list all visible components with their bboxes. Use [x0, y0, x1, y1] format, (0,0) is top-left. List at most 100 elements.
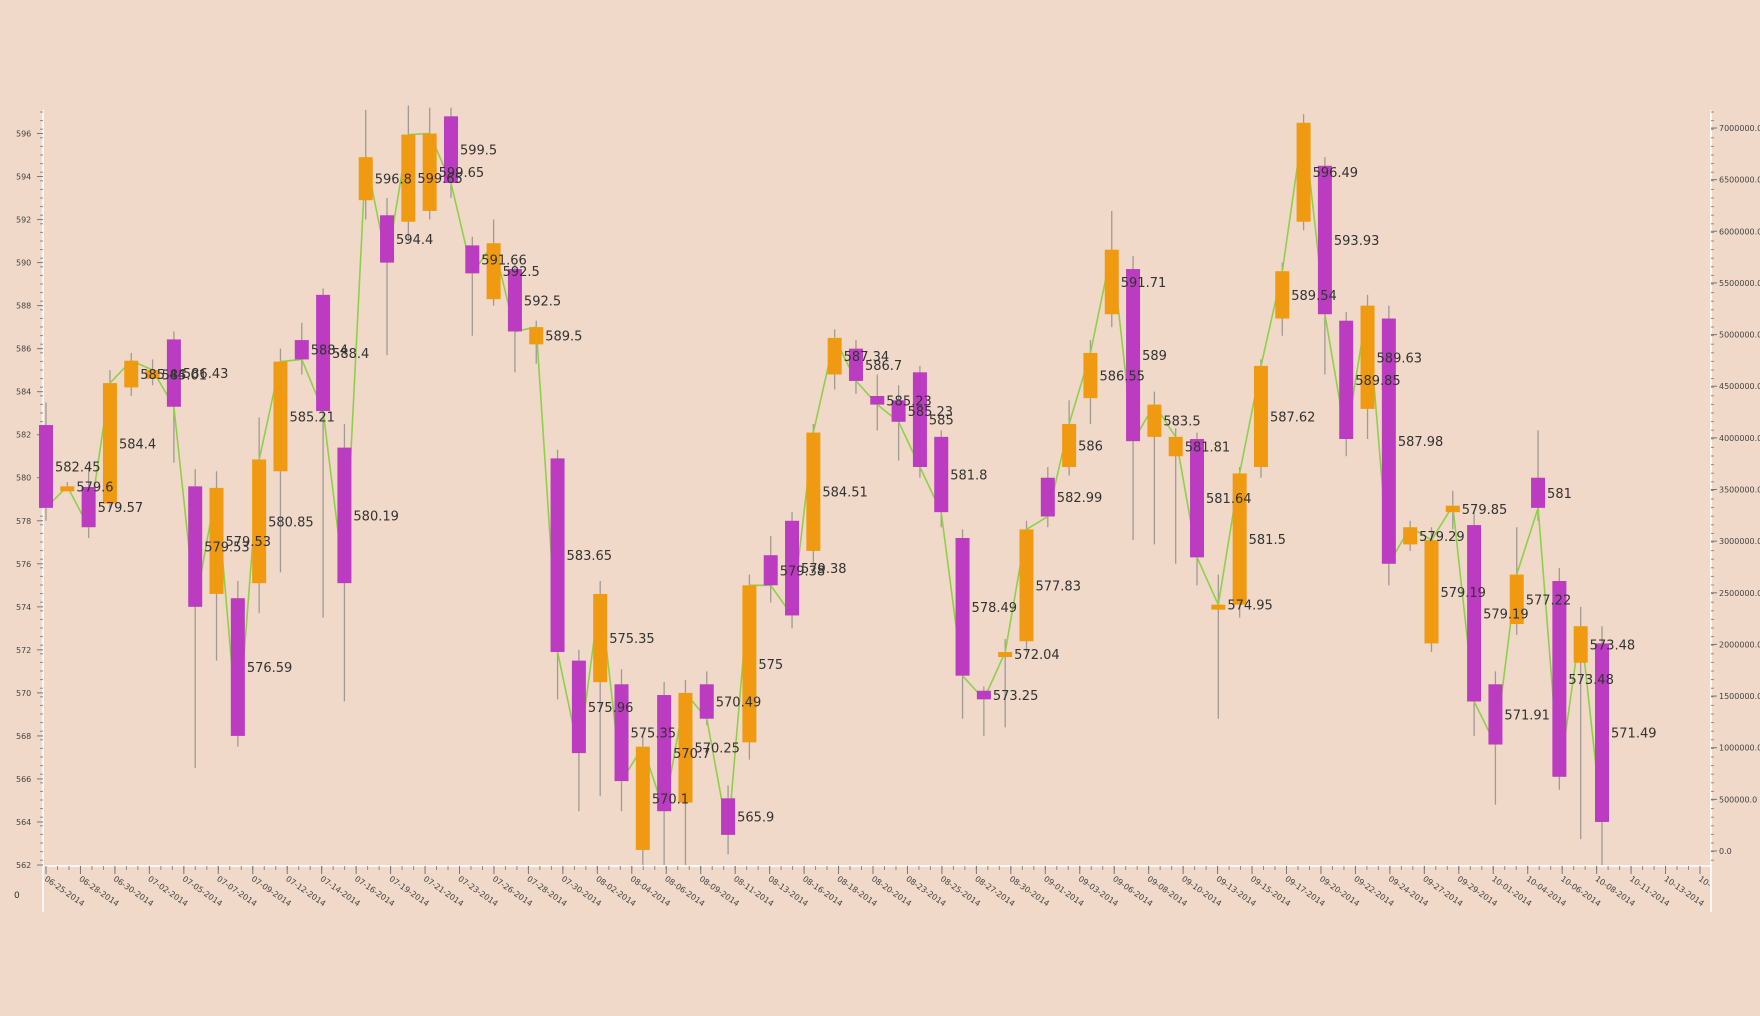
right-axis-tick-label: 5500000.0 [1719, 279, 1760, 288]
candle-down [1552, 581, 1567, 777]
candle-value-label: 585.01 [162, 368, 208, 383]
candle-value-label: 592.5 [524, 294, 561, 309]
candle-value-label: 577.83 [1035, 579, 1081, 594]
candle-down [1126, 269, 1141, 442]
right-axis-tick-label: 6000000.0 [1719, 227, 1760, 236]
candle-value-label: 583.65 [567, 549, 613, 564]
candle-value-label: 599.5 [460, 144, 497, 159]
candle-down [976, 690, 991, 700]
candle-up [1062, 423, 1077, 467]
candle-up [998, 652, 1013, 658]
candle-value-label: 585.23 [908, 405, 954, 420]
candle-down [294, 340, 309, 360]
candle-up [742, 585, 757, 743]
right-axis-tick-label: 2500000.0 [1719, 589, 1760, 598]
left-axis-tick-label: 568 [16, 732, 31, 741]
candle-down [763, 555, 778, 586]
candle-value-label: 583.5 [1163, 415, 1200, 430]
right-axis-tick-label: 7000000.0 [1719, 124, 1760, 133]
candle-up [593, 593, 608, 683]
candle-up [1403, 527, 1418, 545]
candle-value-label: 571.91 [1504, 708, 1550, 723]
candle-down [1317, 165, 1332, 315]
candle-down [699, 684, 714, 719]
left-axis-tick-label: 586 [16, 345, 31, 354]
candle-up [401, 134, 416, 222]
left-axis-tick-label: 572 [16, 646, 31, 655]
left-axis-tick-label: 588 [16, 302, 31, 311]
left-axis-tick-label: 574 [16, 603, 31, 612]
candle-down [614, 684, 629, 782]
candle-down [166, 339, 181, 407]
candle-value-label: 584.4 [119, 437, 156, 452]
left-axis-tick-label: 596 [16, 130, 31, 139]
candle-value-label: 575.35 [631, 727, 677, 742]
candle-value-label: 579.19 [1483, 607, 1529, 622]
candle-up [1253, 365, 1268, 467]
candle-value-label: 570.25 [694, 742, 740, 757]
candle-value-label: 574.95 [1227, 599, 1273, 614]
candle-down [188, 486, 203, 607]
candle-value-label: 581.64 [1206, 492, 1252, 507]
candle-value-label: 579.6 [76, 480, 113, 495]
candle-value-label: 579.53 [204, 541, 250, 556]
candle-value-label: 572.04 [1014, 648, 1060, 663]
candle-value-label: 573.48 [1590, 638, 1636, 653]
candle-value-label: 575 [758, 658, 783, 673]
candle-value-label: 594.4 [396, 233, 433, 248]
candle-value-label: 589.54 [1291, 289, 1337, 304]
right-axis-tick-label: 4500000.0 [1719, 382, 1760, 391]
candle-value-label: 581 [1547, 487, 1572, 502]
candle-up [1147, 404, 1162, 437]
candle-down [507, 269, 522, 332]
candle-value-label: 593.93 [1334, 234, 1380, 249]
candle-up [422, 133, 437, 211]
candle-up [1104, 249, 1119, 315]
candle-value-label: 579.38 [801, 562, 847, 577]
candle-value-label: 573.48 [1568, 673, 1614, 688]
left-axis-tick-label: 584 [16, 388, 31, 397]
candle-up [145, 369, 160, 379]
candle-down [912, 372, 927, 467]
candle-value-label: 570.1 [652, 792, 689, 807]
right-axis-tick-label: 0.0 [1719, 847, 1732, 856]
candle-down [380, 215, 395, 263]
candle-down [465, 245, 480, 274]
candle-up [1445, 505, 1460, 513]
candle-value-label: 588.4 [332, 347, 369, 362]
candle-value-label: 586.55 [1099, 370, 1145, 385]
candle-down [81, 486, 96, 528]
candle-value-label: 587.34 [844, 350, 890, 365]
candle-up [1509, 574, 1524, 625]
candle-up [1168, 436, 1183, 457]
candle-value-label: 570.7 [673, 747, 710, 762]
candle-up [209, 487, 224, 594]
candle-up [102, 383, 117, 504]
candle-down [1531, 477, 1546, 508]
candle-value-label: 586 [1078, 439, 1103, 454]
candle-down [1467, 525, 1482, 702]
candle-value-label: 585.23 [886, 394, 932, 409]
candle-down [1488, 684, 1503, 745]
candle-down [1040, 477, 1055, 517]
right-axis-tick-label: 3000000.0 [1719, 537, 1760, 546]
candle-value-label: 589.63 [1377, 351, 1423, 366]
candle-up [678, 692, 693, 803]
candle-value-label: 580.85 [268, 515, 314, 530]
candle-value-label: 570.49 [716, 695, 762, 710]
candle-value-label: 579.38 [780, 564, 826, 579]
candle-value-label: 589.5 [545, 330, 582, 345]
candle-value-label: 582.99 [1057, 491, 1103, 506]
candle-value-label: 596.49 [1313, 166, 1359, 181]
candle-value-label: 575.35 [609, 632, 655, 647]
candle-value-label: 591.66 [481, 253, 527, 268]
left-axis-tick-label: 578 [16, 517, 31, 526]
right-axis-tick-label: 3500000.0 [1719, 486, 1760, 495]
candle-down [891, 400, 906, 422]
candle-value-label: 592.5 [503, 265, 540, 280]
candle-up [827, 337, 842, 375]
left-axis-tick-label: 576 [16, 560, 31, 569]
candle-down [955, 537, 970, 676]
candle-up [1019, 529, 1034, 642]
candle-value-label: 589.85 [1355, 374, 1401, 389]
